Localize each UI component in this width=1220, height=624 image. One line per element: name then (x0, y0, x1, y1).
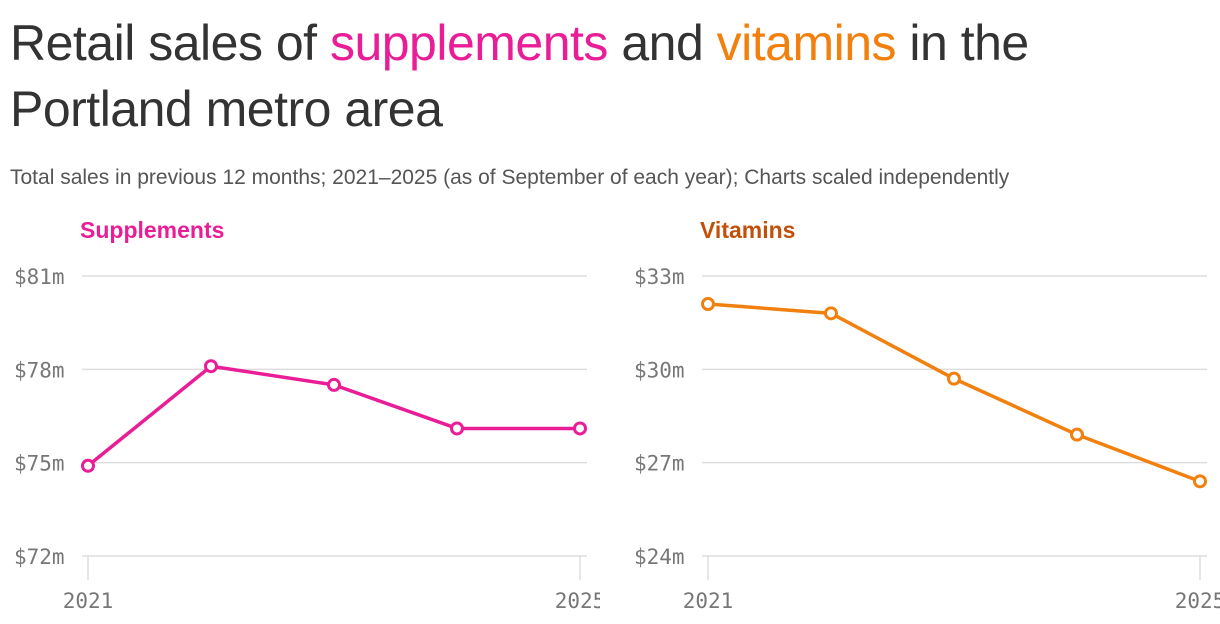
data-point (1070, 427, 1084, 442)
data-point (81, 458, 95, 473)
supplements-chart: Supplements $72m $75m $78m $81m 2021 2025 (14, 217, 600, 613)
title-part-5: in the Portland metro area (10, 15, 1029, 137)
y-tick-label: $75m (14, 452, 65, 476)
chart-subtitle: Total sales in previous 12 months; 2021–… (10, 166, 1010, 189)
y-tick-label: $30m (634, 358, 685, 382)
panel-title: Supplements (80, 217, 224, 243)
data-point (327, 377, 341, 392)
x-tick-label: 2021 (63, 589, 114, 613)
y-tick-label: $33m (634, 265, 685, 289)
data-point (1193, 474, 1207, 489)
title-highlight-supplements: supplements (329, 15, 609, 71)
data-point (450, 421, 464, 436)
data-point (701, 297, 715, 311)
data-point (947, 371, 961, 386)
x-tick-label: 2025 (1175, 589, 1220, 613)
y-tick-label: $27m (634, 452, 685, 476)
chart-title: Retail sales of supplements and vitamins… (10, 10, 1210, 142)
y-tick-label: $78m (14, 358, 65, 382)
y-tick-label: $81m (14, 265, 65, 289)
vitamins-chart: Vitamins $24m $27m $30m $33m 2021 2025 (634, 217, 1220, 613)
panel-title: Vitamins (700, 217, 795, 243)
data-point (204, 359, 218, 374)
title-part-1: Retail sales of (10, 15, 330, 71)
y-tick-label: $24m (634, 545, 685, 569)
x-tick-label: 2021 (683, 589, 734, 613)
title-highlight-vitamins: vitamins (716, 15, 897, 71)
title-part-3: and (607, 15, 717, 71)
x-tick-label: 2025 (555, 589, 600, 613)
series-line (707, 302, 1201, 483)
data-point (824, 306, 838, 321)
y-tick-label: $72m (14, 545, 65, 569)
data-point (573, 421, 587, 436)
